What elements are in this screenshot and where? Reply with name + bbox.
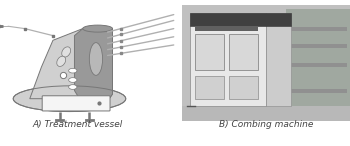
Ellipse shape [62, 47, 71, 57]
Bar [195, 34, 224, 70]
Bar [229, 76, 258, 99]
Bar [288, 44, 346, 48]
Text: A) Treatment vessel: A) Treatment vessel [33, 120, 123, 129]
Ellipse shape [69, 78, 77, 82]
Bar [182, 106, 350, 121]
Ellipse shape [89, 43, 103, 75]
Ellipse shape [69, 68, 77, 73]
FancyBboxPatch shape [42, 96, 110, 111]
Bar [288, 27, 346, 31]
Ellipse shape [57, 56, 66, 66]
Bar [286, 9, 350, 112]
Bar [229, 34, 258, 70]
Polygon shape [75, 29, 112, 99]
Polygon shape [30, 29, 112, 99]
Bar [190, 13, 291, 26]
Bar [288, 63, 346, 67]
Bar [195, 26, 258, 31]
Bar [195, 76, 224, 99]
Ellipse shape [13, 86, 126, 112]
Bar [288, 89, 346, 93]
Text: B) Combing machine: B) Combing machine [219, 120, 313, 129]
Bar [190, 13, 266, 106]
Bar [266, 13, 291, 106]
Ellipse shape [83, 25, 112, 32]
Ellipse shape [69, 85, 77, 89]
